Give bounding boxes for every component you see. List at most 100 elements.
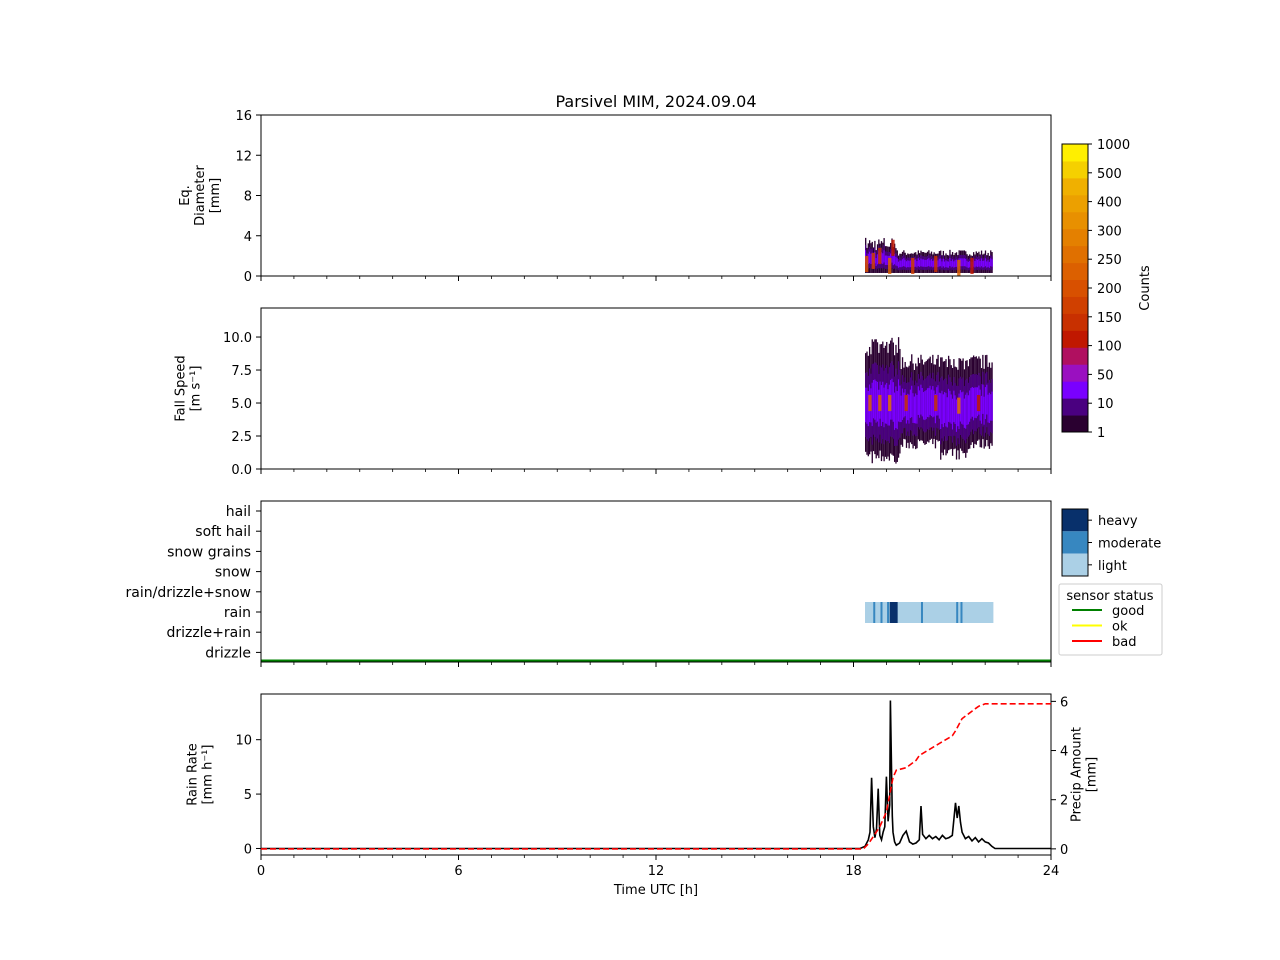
heatmap-column-core [984, 387, 987, 420]
heatmap-column-core [920, 258, 922, 267]
heatmap-column-core [942, 258, 945, 267]
heatmap-cell [904, 394, 908, 412]
heatmap-column-core [930, 389, 933, 417]
colorbar-segment [1062, 160, 1088, 179]
heatmap-column-core [974, 387, 976, 418]
heatmap-column-core [990, 258, 992, 267]
heatmap-cell [976, 394, 981, 412]
panel-precip-type: hail soft hail snow grains snow rain/drizzle… [126, 500, 1052, 667]
heatmap-column-core [892, 382, 894, 422]
y-tick-label: 12 [235, 149, 252, 164]
rain-band [865, 602, 994, 623]
intensity-swatch [1062, 553, 1088, 576]
heatmap-column-core [954, 260, 956, 268]
heatmap-column-core [926, 259, 929, 267]
axes-frame [260, 500, 1052, 663]
heatmap-column-core [884, 384, 887, 424]
heatmap-column-core [950, 260, 952, 268]
heatmap-column-core [919, 260, 921, 268]
heatmap-column-core [871, 382, 873, 427]
colorbar-segment [1062, 144, 1088, 162]
heatmap-column-core [969, 390, 971, 422]
heatmap-column-core [974, 260, 976, 268]
y-tick-label: 8 [244, 190, 252, 205]
heatmap-column-core [868, 251, 871, 264]
heatmap-column-core [926, 388, 929, 417]
precip-type-label: rain/drizzle+snow [126, 585, 251, 601]
precip-amount-line [261, 702, 1051, 850]
heatmap-column-core [969, 260, 971, 268]
heatmap-column-core [872, 379, 875, 419]
colorbar-segment [1062, 228, 1088, 247]
heatmap-column-core [955, 259, 958, 267]
heatmap-column-core [866, 387, 868, 424]
heatmap-column-core [901, 259, 904, 267]
heatmap-column-core [955, 399, 958, 432]
x-axis-label: Time UTC [h] [613, 883, 698, 898]
heatmap-column-core [876, 254, 879, 265]
colorbar-tick-label: 150 [1097, 311, 1122, 326]
colorbar-tick-label: 200 [1097, 282, 1122, 297]
colorbar-segment [1062, 398, 1088, 416]
heatmap-column-core [929, 260, 931, 268]
heatmap-column-core [921, 387, 923, 417]
y-axis-label: Eq. [178, 185, 193, 206]
heatmap-column-core [967, 261, 970, 268]
heatmap-column-core [929, 385, 931, 415]
heatmap-column-core [895, 256, 897, 266]
heatmap-column-core [991, 259, 993, 267]
colorbar-segment [1062, 364, 1088, 382]
heatmap-column-core [884, 255, 887, 265]
heatmap-column-core [940, 393, 942, 430]
heatmap-column-core [965, 258, 967, 267]
intensity-swatch [1062, 509, 1088, 532]
heatmap-column-core [917, 386, 920, 415]
heatmap-column-core [949, 390, 951, 423]
heatmap-column-core [946, 261, 948, 268]
heatmap-column-core [953, 261, 955, 268]
y-tick-label: 0 [244, 270, 252, 285]
intensity-label: heavy [1098, 514, 1138, 529]
heatmap-column-core [937, 385, 939, 416]
heatmap-column-core [953, 390, 955, 423]
intensity-label: light [1098, 559, 1127, 574]
heatmap-column-core [962, 391, 964, 425]
heatmap-cell [957, 259, 961, 276]
colorbar-segment [1062, 194, 1088, 213]
heatmap-column-core [870, 253, 872, 265]
heatmap-cell [891, 239, 895, 256]
heatmap-column-core [984, 258, 987, 267]
heatmap-column-core [941, 261, 943, 268]
heatmap-column-core [875, 258, 877, 267]
intensity-mark [887, 602, 890, 623]
heatmap-column-core [908, 260, 910, 268]
heatmap-column-core [944, 261, 946, 268]
axes-frame [260, 693, 1052, 856]
heatmap-column-core [865, 387, 867, 423]
heatmap-column-core [922, 259, 925, 267]
colorbar-segment [1062, 415, 1088, 433]
heatmap-column-core [971, 387, 973, 417]
heatmap-column-core [895, 386, 897, 428]
y2-tick-label: 0 [1060, 843, 1068, 858]
y2-tick-label: 6 [1060, 695, 1068, 710]
heatmap-column-core [991, 391, 993, 421]
heatmap-column-core [909, 260, 912, 268]
y-tick-label: 5.0 [231, 397, 252, 412]
heatmap-column-core [980, 395, 983, 424]
heatmap-column-core [886, 382, 888, 424]
y-axis-label: [mm] [1085, 757, 1100, 792]
heatmap-column-core [908, 394, 910, 424]
heatmap-column-core [916, 260, 918, 268]
y-tick-label: 0.0 [231, 463, 252, 478]
x-tick-label: 18 [845, 864, 862, 879]
rain-rate-line [261, 700, 1051, 850]
colorbar-tick-label: 100 [1097, 340, 1122, 355]
heatmap-column-core [882, 381, 884, 422]
intensity-frame [1061, 508, 1089, 577]
colorbar-tick-label: 50 [1097, 368, 1114, 383]
heatmap-column-core [930, 259, 933, 267]
precip-type-label: soft hail [195, 524, 251, 540]
intensity-swatch [1062, 531, 1088, 554]
